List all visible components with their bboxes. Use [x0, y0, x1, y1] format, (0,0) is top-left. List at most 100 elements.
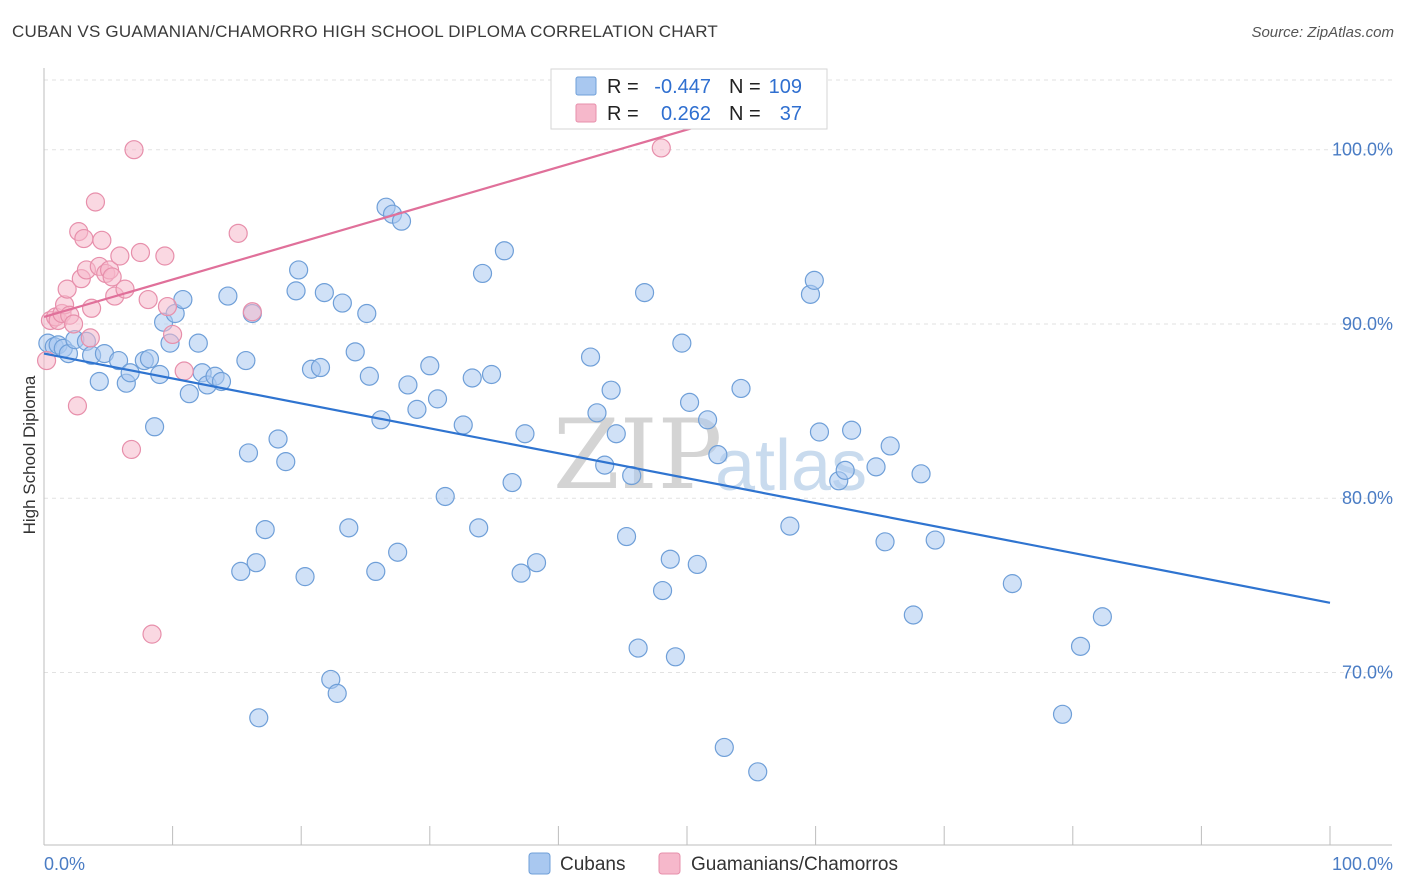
cubans-point: [679, 392, 700, 412]
cubans-point: [911, 464, 931, 484]
guamanian-point: [110, 246, 130, 266]
gridlines: [44, 79, 1392, 673]
cubans-point: [462, 368, 482, 388]
bottom-legend-label-cubans: Cubans: [560, 854, 626, 875]
guamanian-point: [85, 192, 106, 212]
cubans-point: [1002, 574, 1022, 594]
bottom-legend-swatch-guamanians: [658, 852, 681, 875]
cubans-point: [835, 460, 855, 480]
y-axis-title: High School Diploma: [20, 375, 39, 534]
guamanian-point: [67, 396, 88, 416]
cubans-point: [687, 554, 707, 575]
legend-box: R = -0.447 N = 109 R = 0.262 N = 37: [550, 68, 828, 130]
cubans-point: [469, 518, 489, 538]
cubans-point: [903, 605, 923, 625]
cubans-point: [388, 542, 408, 562]
cubans-point: [453, 415, 473, 435]
guamanian-point: [57, 279, 77, 299]
cubans-point: [587, 403, 607, 423]
cubans-point: [595, 455, 615, 475]
legend-r-label: R =: [607, 76, 639, 98]
cubans-point: [357, 303, 377, 324]
guamanian-point: [63, 314, 84, 334]
guamanian-point: [142, 624, 162, 644]
cubans-point: [875, 532, 895, 552]
cubans-point: [472, 263, 493, 284]
guamanian-point: [92, 230, 112, 250]
cubans-point: [601, 380, 621, 400]
cubans-point: [616, 526, 637, 547]
cubans-point: [120, 363, 140, 383]
x-tick-label: 0.0%: [44, 854, 85, 874]
cubans-point: [502, 472, 522, 493]
legend-swatch-cubans: [575, 76, 597, 96]
cubans-point: [345, 342, 365, 362]
y-tick-label: 100.0%: [1332, 140, 1393, 160]
guamanian-point: [228, 223, 248, 243]
cubans-point: [407, 399, 427, 419]
cubans-point: [780, 516, 800, 536]
cubans-point: [255, 519, 275, 540]
cubans-point: [359, 366, 379, 386]
cubans-point: [804, 270, 824, 290]
bottom-legend-label-guamanians: Guamanians/Chamorros: [691, 854, 898, 875]
cubans-point: [295, 567, 315, 587]
cubans-point: [580, 347, 601, 367]
axis-labels: 100.0% 90.0% 80.0% 70.0% 0.0% 100.0%: [44, 140, 1393, 874]
cubans-point: [211, 371, 232, 392]
cubans-trend-line: [43, 352, 1331, 604]
cubans-point: [880, 436, 900, 456]
cubans-point: [1092, 607, 1112, 627]
cubans-point: [268, 429, 288, 449]
guamanian-point: [138, 289, 158, 310]
cubans-point: [108, 350, 129, 371]
cubans-point: [672, 333, 692, 353]
guamanian-point: [174, 361, 194, 381]
bottom-legend: Cubans Guamanians/Chamorros: [528, 852, 898, 875]
bottom-legend-swatch-cubans: [528, 852, 551, 875]
cubans-point: [144, 417, 165, 437]
cubans-point: [697, 410, 718, 430]
cubans-point: [866, 457, 886, 477]
axes: [43, 68, 1392, 846]
cubans-point: [332, 293, 352, 313]
guamanian-point: [163, 324, 183, 345]
legend-r-value: -0.447: [654, 76, 711, 98]
trend-lines: [43, 91, 1331, 604]
cubans-point: [511, 563, 531, 583]
cubans-point: [606, 424, 626, 444]
cubans-point: [276, 452, 296, 472]
watermark-zip: ZIP: [553, 399, 722, 511]
legend-swatch-guamanians: [575, 103, 597, 123]
cubans-point: [842, 420, 862, 440]
guamanian-point: [102, 267, 122, 287]
guamanian-trend-line: [43, 91, 816, 319]
cubans-point: [665, 647, 686, 667]
cubans-point: [289, 260, 309, 280]
cubans-point: [809, 422, 830, 442]
cubans-point: [526, 553, 547, 573]
cubans-point: [1070, 636, 1091, 656]
guamanian-point: [130, 242, 151, 263]
guamanian-point: [121, 439, 142, 460]
cubans-point: [660, 549, 680, 569]
cubans-point: [420, 356, 440, 376]
cubans-point: [494, 241, 514, 261]
cubans-point: [249, 708, 269, 728]
y-tick-label: 90.0%: [1342, 314, 1393, 334]
cubans-point: [634, 282, 655, 303]
cubans-point: [231, 561, 251, 582]
legend-n-value: 109: [769, 76, 802, 98]
guamanian-point: [155, 246, 175, 266]
cubans-point: [314, 282, 334, 303]
cubans-point: [481, 364, 502, 385]
y-tick-label: 70.0%: [1342, 662, 1393, 682]
chart-title: CUBAN VS GUAMANIAN/CHAMORRO HIGH SCHOOL …: [12, 22, 718, 41]
cubans-point: [366, 561, 386, 582]
cubans-point: [714, 737, 734, 758]
legend-n-label: N =: [729, 76, 761, 98]
cubans-point: [515, 424, 535, 444]
guamanian-point: [157, 296, 178, 317]
cubans-point: [748, 762, 768, 782]
